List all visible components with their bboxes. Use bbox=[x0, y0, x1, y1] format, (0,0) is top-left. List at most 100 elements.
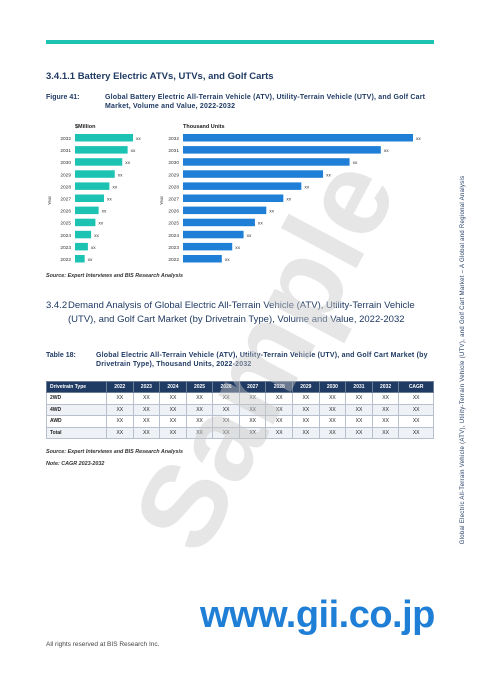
row-label-cell: 2WD bbox=[46, 392, 107, 405]
year-tick-label: 2024 bbox=[60, 233, 71, 239]
column-header-drivetrain: Drivetrain Type bbox=[46, 381, 107, 393]
bar bbox=[75, 206, 99, 215]
bar bbox=[75, 170, 115, 178]
table-cell: XX bbox=[398, 392, 434, 405]
table-row: Total XX XX XX XX XX XX XX XX XX XX XX XX bbox=[46, 426, 434, 439]
table-cell: XX bbox=[159, 426, 187, 439]
row-label-cell: AWD bbox=[46, 415, 107, 428]
bar-data-label: xx bbox=[91, 246, 96, 251]
top-accent-rule bbox=[46, 40, 434, 44]
section-2-number: 3.4.2 bbox=[46, 300, 68, 311]
bar-data-label: xx bbox=[235, 246, 240, 251]
column-header: 2023 bbox=[132, 381, 161, 393]
table-cell: XX bbox=[212, 426, 240, 439]
bar bbox=[75, 230, 92, 239]
table-cell: XX bbox=[106, 403, 134, 416]
table-cell: XX bbox=[106, 392, 134, 405]
year-tick-label: 2031 bbox=[168, 148, 179, 154]
table-cell: XX bbox=[238, 403, 267, 416]
bar bbox=[183, 158, 350, 166]
year-tick-label: 2024 bbox=[168, 233, 179, 239]
table-cell: XX bbox=[318, 415, 347, 428]
table-cell: XX bbox=[185, 403, 214, 416]
bar-data-label: xx bbox=[286, 198, 291, 203]
volume-bar-chart: Thousand Units Year 2032 xx 2031 xx 2030 xx 2029… bbox=[159, 124, 421, 263]
table-row: 4WD XX XX XX XX XX XX XX XX XX XX XX XX bbox=[46, 403, 434, 416]
year-tick-label: 2029 bbox=[60, 172, 71, 178]
table-cell: XX bbox=[106, 426, 134, 439]
bar-data-label: xx bbox=[416, 137, 421, 142]
chart-unit-title: $Million bbox=[75, 124, 96, 130]
year-tick-label: 2029 bbox=[168, 172, 179, 178]
table-row: AWD XX XX XX XX XX XX XX XX XX XX XX XX bbox=[46, 415, 434, 428]
y-axis-label: Year bbox=[47, 196, 52, 206]
table-cell: XX bbox=[292, 392, 320, 405]
section-2-title: Demand Analysis of Global Electric All-T… bbox=[68, 300, 415, 325]
table-cell: XX bbox=[398, 426, 434, 439]
year-tick-label: 2027 bbox=[60, 197, 71, 203]
year-tick-label: 2023 bbox=[60, 245, 71, 251]
column-header: 2032 bbox=[371, 381, 400, 393]
bar bbox=[183, 182, 302, 190]
bar bbox=[75, 134, 133, 142]
bar-data-label: xx bbox=[353, 161, 358, 166]
column-header: 2031 bbox=[345, 381, 373, 393]
table-cell: XX bbox=[318, 392, 347, 405]
table-note: Note: CAGR 2023-2032 bbox=[46, 461, 105, 467]
year-tick-label: 2032 bbox=[168, 136, 179, 142]
bar-data-label: xx bbox=[107, 198, 112, 203]
year-tick-label: 2030 bbox=[60, 160, 71, 166]
column-header: 2028 bbox=[265, 381, 294, 393]
table-cell: XX bbox=[345, 392, 373, 405]
year-tick-label: 2025 bbox=[60, 221, 71, 227]
year-tick-label: 2026 bbox=[168, 209, 179, 215]
table-cell: XX bbox=[212, 392, 240, 405]
gii-url-link[interactable]: www.gii.co.jp bbox=[200, 594, 435, 636]
column-header: CAGR bbox=[398, 381, 434, 393]
side-running-title: Global Electric All-Terrain Vehicle (ATV… bbox=[460, 175, 466, 545]
table-cell: XX bbox=[398, 415, 434, 428]
bar-data-label: xx bbox=[94, 234, 99, 239]
year-tick-label: 2025 bbox=[168, 221, 179, 227]
bar bbox=[75, 194, 104, 202]
year-tick-label: 2027 bbox=[168, 197, 179, 203]
bar bbox=[183, 170, 324, 178]
column-header: 2022 bbox=[106, 381, 134, 393]
table-cell: XX bbox=[159, 403, 187, 416]
bar-data-label: xx bbox=[98, 222, 103, 227]
year-tick-label: 2031 bbox=[60, 148, 71, 154]
figure-label: Figure 41: bbox=[46, 94, 80, 101]
bar-data-label: xx bbox=[131, 149, 136, 154]
table-cell: XX bbox=[292, 426, 320, 439]
table-cell: XX bbox=[371, 426, 400, 439]
table-cell: XX bbox=[132, 403, 161, 416]
bar bbox=[183, 134, 413, 142]
figure-caption-text: Global Battery Electric All-Terrain Vehi… bbox=[105, 94, 426, 110]
year-tick-label: 2022 bbox=[168, 257, 179, 263]
bar bbox=[183, 218, 255, 227]
row-label-cell: Total bbox=[46, 426, 107, 439]
year-tick-label: 2023 bbox=[168, 245, 179, 251]
column-header: 2024 bbox=[159, 381, 187, 393]
y-axis-label: Year bbox=[159, 196, 164, 206]
column-header: 2030 bbox=[318, 381, 347, 393]
table-label: Table 18: bbox=[46, 352, 76, 359]
table-cell: XX bbox=[371, 403, 400, 416]
table-cell: XX bbox=[345, 415, 373, 428]
figure-source: Source: Expert Interviews and BIS Resear… bbox=[46, 273, 184, 279]
table-cell: XX bbox=[106, 415, 134, 428]
bar bbox=[183, 255, 222, 263]
row-label-cell: 4WD bbox=[46, 403, 107, 416]
bar-data-label: xx bbox=[112, 185, 117, 190]
table-cell: XX bbox=[398, 403, 434, 416]
table-row: 2WD XX XX XX XX XX XX XX XX XX XX XX XX bbox=[46, 392, 434, 405]
table-cell: XX bbox=[371, 415, 400, 428]
table-cell: XX bbox=[185, 415, 214, 428]
bar-data-label: xx bbox=[326, 173, 331, 178]
bar-data-label: xx bbox=[384, 149, 389, 154]
table-cell: XX bbox=[318, 426, 347, 439]
bar-data-label: xx bbox=[269, 210, 274, 215]
bar bbox=[75, 146, 128, 154]
table-cell: XX bbox=[265, 426, 294, 439]
table-cell: XX bbox=[238, 426, 267, 439]
